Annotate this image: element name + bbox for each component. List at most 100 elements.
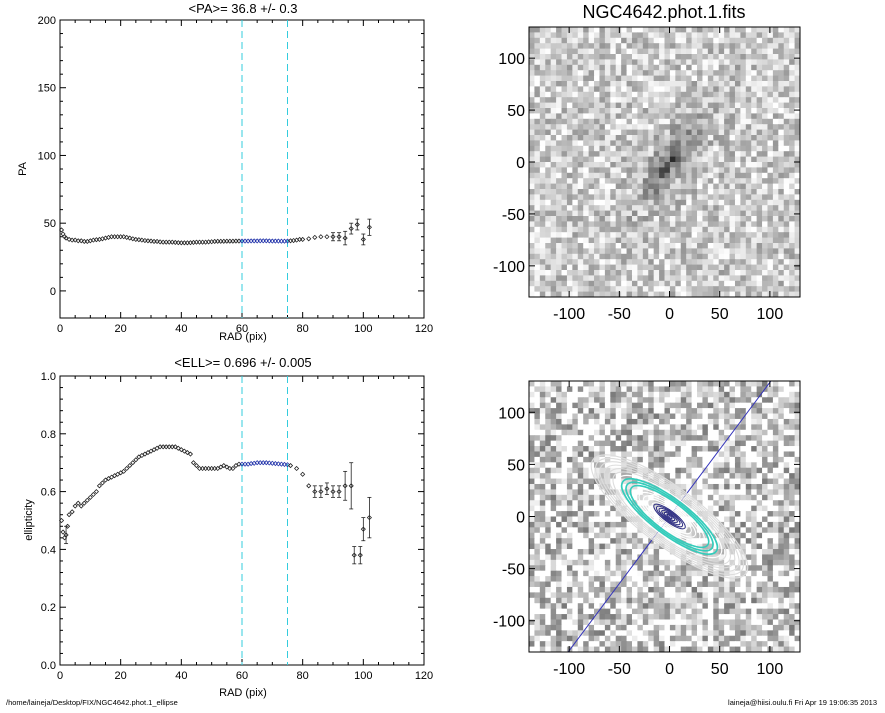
image-pixel	[697, 113, 703, 119]
image-pixel	[665, 205, 671, 211]
image-pixel	[572, 527, 578, 533]
data-point	[307, 484, 311, 488]
image-pixel	[724, 473, 730, 479]
image-pixel	[778, 473, 784, 479]
image-pixel	[648, 265, 654, 271]
image-pixel	[735, 408, 741, 414]
image-pixel	[751, 113, 757, 119]
image-pixel	[567, 216, 573, 222]
image-pixel	[621, 451, 627, 457]
image-pixel	[719, 59, 725, 65]
image-pixel	[562, 194, 568, 200]
image-pixel	[773, 43, 779, 49]
image-pixel	[778, 576, 784, 582]
image-pixel	[599, 248, 605, 254]
image-pixel	[594, 173, 600, 179]
image-pixel	[751, 424, 757, 430]
image-pixel	[730, 49, 736, 55]
image-pixel	[599, 397, 605, 403]
image-pixel	[545, 124, 551, 130]
image-pixel	[757, 403, 763, 409]
image-pixel	[762, 146, 768, 152]
image-pixel	[583, 381, 589, 387]
image-pixel	[540, 32, 546, 38]
image-pixel	[632, 113, 638, 119]
image-pixel	[681, 582, 687, 588]
image-pixel	[551, 167, 557, 173]
image-pixel	[740, 97, 746, 103]
image-pixel	[665, 392, 671, 398]
image-pixel	[599, 70, 605, 76]
image-pixel	[632, 587, 638, 593]
image-pixel	[670, 184, 676, 190]
image-pixel	[643, 592, 649, 598]
image-pixel	[632, 544, 638, 550]
image-pixel	[719, 124, 725, 130]
image-pixel	[757, 130, 763, 136]
image-pixel	[773, 189, 779, 195]
image-pixel	[589, 275, 595, 281]
data-point	[88, 495, 92, 499]
image-pixel	[534, 227, 540, 233]
image-pixel	[746, 227, 752, 233]
image-pixel	[632, 403, 638, 409]
image-pixel	[583, 479, 589, 485]
image-pixel	[681, 227, 687, 233]
image-pixel	[621, 140, 627, 146]
image-pixel	[637, 194, 643, 200]
image-pixel	[762, 565, 768, 571]
image-pixel	[751, 419, 757, 425]
image-pixel	[578, 140, 584, 146]
image-pixel	[659, 86, 665, 92]
image-pixel	[740, 408, 746, 414]
data-point	[128, 464, 132, 468]
image-pixel	[751, 59, 757, 65]
image-pixel	[578, 386, 584, 392]
image-pixel	[578, 54, 584, 60]
image-pixel	[567, 194, 573, 200]
image-pixel	[702, 248, 708, 254]
image-pixel	[578, 243, 584, 249]
image-pixel	[616, 248, 622, 254]
image-pixel	[648, 97, 654, 103]
image-pixel	[719, 587, 725, 593]
image-pixel	[697, 403, 703, 409]
image-pixel	[545, 216, 551, 222]
image-pixel	[589, 479, 595, 485]
image-pixel	[654, 560, 660, 566]
image-pixel	[697, 49, 703, 55]
image-pixel	[556, 424, 562, 430]
galaxy-image	[529, 27, 801, 298]
image-pixel	[616, 70, 622, 76]
image-pixel	[730, 140, 736, 146]
image-pixel	[702, 286, 708, 292]
image-pixel	[616, 243, 622, 249]
image-pixel	[583, 259, 589, 265]
image-pixel	[551, 38, 557, 44]
image-pixel	[583, 571, 589, 577]
image-pixel	[545, 286, 551, 292]
image-pixel	[567, 113, 573, 119]
image-pixel	[659, 468, 665, 474]
image-pixel	[675, 113, 681, 119]
image-pixel	[702, 473, 708, 479]
image-pixel	[724, 146, 730, 152]
image-pixel	[789, 451, 795, 457]
image-pixel	[583, 281, 589, 287]
image-pixel	[746, 381, 752, 387]
image-pixel	[778, 462, 784, 468]
image-pixel	[556, 446, 562, 452]
image-pixel	[665, 397, 671, 403]
image-pixel	[654, 216, 660, 222]
image-pixel	[599, 65, 605, 71]
image-pixel	[599, 189, 605, 195]
image-pixel	[589, 565, 595, 571]
image-pixel	[637, 381, 643, 387]
image-pixel	[529, 38, 535, 44]
image-pixel	[778, 27, 784, 33]
image-pixel	[773, 538, 779, 544]
image-pixel	[594, 587, 600, 593]
image-pixel	[621, 424, 627, 430]
image-pixel	[697, 435, 703, 441]
image-pixel	[610, 270, 616, 276]
